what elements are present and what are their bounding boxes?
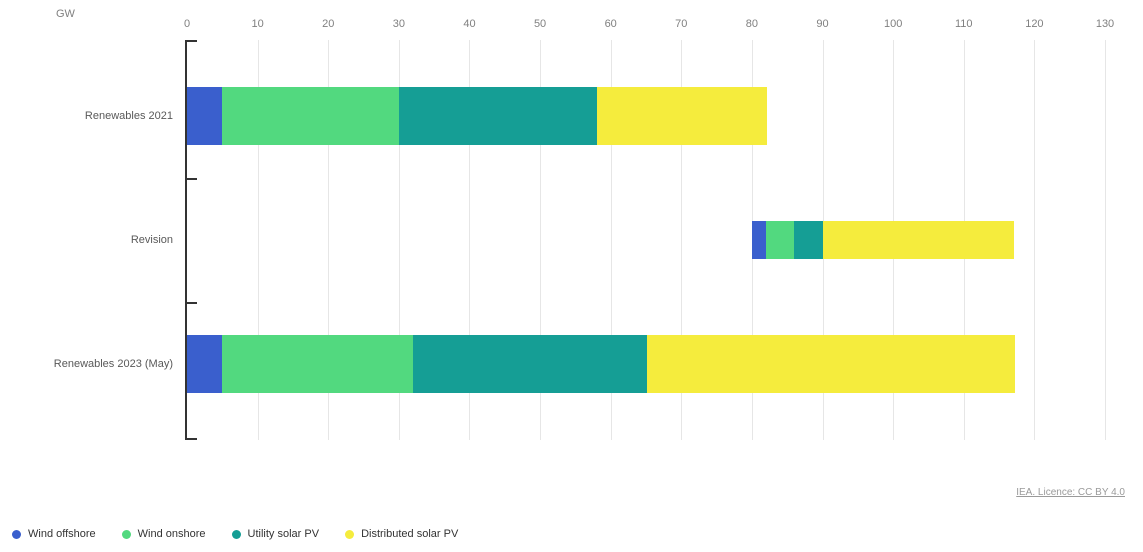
legend-label: Wind offshore [28, 528, 96, 540]
category-label: Revision [7, 234, 187, 246]
y-unit-label: GW [56, 8, 75, 20]
legend-swatch [232, 530, 241, 539]
axis-tick-bottom [185, 438, 197, 440]
gridline [1105, 40, 1106, 440]
x-tick-label: 120 [1025, 18, 1043, 30]
legend-item[interactable]: Wind offshore [12, 528, 96, 540]
license-text: IEA. Licence: CC BY 4.0 [1016, 487, 1125, 498]
legend-swatch [345, 530, 354, 539]
x-tick-label: 60 [605, 18, 617, 30]
x-tick-label: 20 [322, 18, 334, 30]
bar-segment-wind-offshore [187, 87, 222, 145]
bar-row [187, 82, 1105, 150]
legend-swatch [12, 530, 21, 539]
x-tick-label: 90 [816, 18, 828, 30]
x-tick-label: 70 [675, 18, 687, 30]
bar [187, 330, 1015, 398]
bar-inner [187, 335, 1015, 393]
x-tick-label: 100 [884, 18, 902, 30]
legend: Wind offshore Wind onshore Utility solar P… [12, 528, 458, 540]
bar-segment-distributed-pv [597, 87, 767, 145]
axis-tick-top [185, 40, 197, 42]
plot: 0102030405060708090100110120130Renewable… [185, 40, 1105, 440]
category-label: Renewables 2023 (May) [7, 358, 187, 370]
bar-row [187, 206, 1105, 274]
legend-label: Distributed solar PV [361, 528, 458, 540]
bar-segment-utility-pv [413, 335, 647, 393]
bar-segment-wind-offshore [752, 221, 766, 258]
bar-segment-wind-onshore [766, 221, 794, 258]
bar-segment-utility-pv [794, 221, 822, 258]
x-tick-label: 40 [463, 18, 475, 30]
x-tick-label: 110 [955, 18, 973, 30]
x-tick-label: 0 [184, 18, 190, 30]
chart-area: 0102030405060708090100110120130Renewable… [185, 40, 1105, 440]
axis-tick [185, 178, 197, 180]
bar-segment-distributed-pv [647, 335, 1015, 393]
bar-row [187, 330, 1105, 398]
bar-segment-wind-onshore [222, 87, 399, 145]
legend-item[interactable]: Wind onshore [122, 528, 206, 540]
category-label: Renewables 2021 [7, 110, 187, 122]
bar [752, 206, 1014, 274]
bar [187, 82, 767, 150]
legend-item[interactable]: Utility solar PV [232, 528, 320, 540]
bar-segment-utility-pv [399, 87, 597, 145]
x-tick-label: 130 [1096, 18, 1114, 30]
legend-swatch [122, 530, 131, 539]
x-tick-label: 30 [393, 18, 405, 30]
bar-inner [187, 87, 767, 145]
x-tick-label: 80 [746, 18, 758, 30]
x-tick-label: 50 [534, 18, 546, 30]
x-tick-label: 10 [251, 18, 263, 30]
bar-segment-wind-offshore [187, 335, 222, 393]
bar-segment-distributed-pv [823, 221, 1014, 258]
bar-segment-wind-onshore [222, 335, 413, 393]
legend-item[interactable]: Distributed solar PV [345, 528, 458, 540]
legend-label: Wind onshore [138, 528, 206, 540]
axis-tick [185, 302, 197, 304]
legend-label: Utility solar PV [248, 528, 320, 540]
bar-inner [752, 221, 1014, 258]
